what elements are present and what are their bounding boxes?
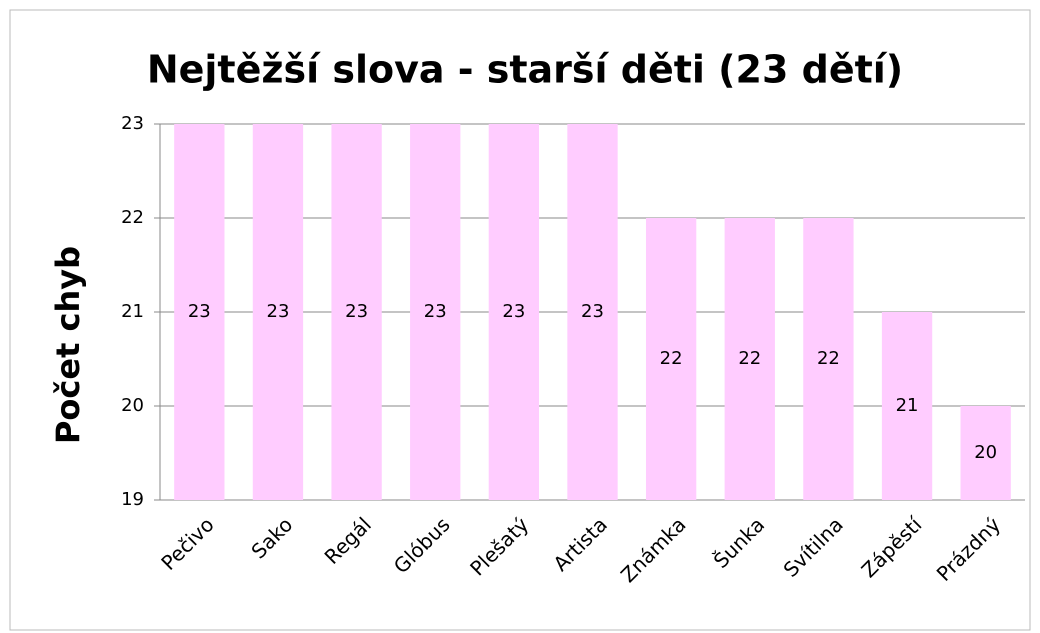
- data-label: 21: [896, 395, 919, 416]
- data-label: 23: [345, 301, 368, 322]
- bar: [331, 124, 382, 500]
- data-label: 23: [188, 301, 211, 322]
- y-tick-label: 22: [121, 207, 144, 228]
- y-tick-label: 23: [121, 113, 144, 134]
- bar: [645, 218, 697, 500]
- data-label: 20: [974, 442, 997, 463]
- bar: [567, 124, 618, 500]
- y-tick-label: 20: [121, 395, 144, 416]
- bar: [724, 218, 775, 500]
- y-tick-label: 21: [121, 301, 144, 322]
- data-label: 23: [502, 301, 525, 322]
- y-tick-label: 19: [121, 489, 144, 510]
- data-label: 22: [817, 348, 840, 369]
- bar: [174, 124, 225, 500]
- data-label: 23: [581, 301, 604, 322]
- y-axis-label: Počet chyb: [49, 246, 87, 444]
- chart-title: Nejtěžší slova - starší děti (23 dětí): [147, 48, 903, 92]
- bar: [410, 124, 461, 500]
- bar: [252, 124, 304, 500]
- bar: [803, 218, 854, 500]
- bar: [881, 312, 933, 500]
- data-label: 22: [660, 348, 683, 369]
- bar: [488, 124, 540, 500]
- data-label: 22: [738, 348, 761, 369]
- data-label: 23: [267, 301, 290, 322]
- bar: [960, 406, 1011, 500]
- data-label: 23: [424, 301, 447, 322]
